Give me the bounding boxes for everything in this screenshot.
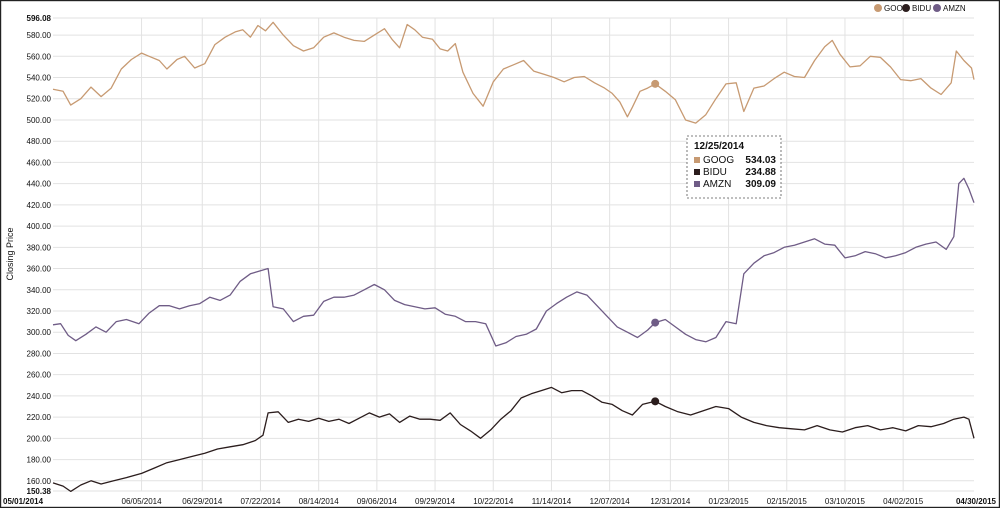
- x-tick-label: 05/01/2014: [3, 497, 44, 506]
- y-tick-label: 200.00: [27, 434, 52, 443]
- y-tick-label: 380.00: [27, 243, 52, 252]
- tooltip-series-name: BIDU: [703, 167, 727, 178]
- tooltip-date: 12/25/2014: [694, 141, 744, 152]
- y-tick-label: 340.00: [27, 286, 52, 295]
- y-tick-label: 160.00: [27, 477, 52, 486]
- y-tick-label: 150.38: [27, 487, 52, 496]
- y-tick-label: 580.00: [27, 31, 52, 40]
- y-tick-label: 320.00: [27, 307, 52, 316]
- tooltip-series-name: GOOG: [703, 155, 734, 166]
- series-layer: [52, 21, 975, 493]
- x-tick-label: 04/02/2015: [883, 497, 924, 506]
- x-tick-label: 03/10/2015: [825, 497, 866, 506]
- x-tick-label: 06/29/2014: [182, 497, 223, 506]
- hover-tooltip: 12/25/2014 GOOG 534.03 BIDU 234.88 AMZN 309.09: [686, 135, 782, 199]
- legend-swatch-goog[interactable]: [874, 4, 882, 12]
- tooltip-series-value: 309.09: [745, 179, 776, 190]
- x-tick-label: 01/23/2015: [709, 497, 750, 506]
- x-tick-label: 08/14/2014: [299, 497, 340, 506]
- series-line-bidu: [52, 386, 975, 493]
- y-axis: 596.08 580.00 560.00 540.00 520.00 500.00 480.…: [27, 14, 52, 496]
- x-tick-label: 07/22/2014: [240, 497, 281, 506]
- x-tick-label: 12/07/2014: [590, 497, 631, 506]
- legend-label-bidu[interactable]: BIDU: [912, 4, 931, 13]
- y-tick-label: 596.08: [27, 14, 52, 23]
- y-tick-label: 260.00: [27, 371, 52, 380]
- hover-marker-goog: [651, 79, 660, 88]
- tooltip-swatch: [694, 169, 700, 175]
- y-tick-label: 240.00: [27, 392, 52, 401]
- y-tick-label: 300.00: [27, 328, 52, 337]
- grid-layer: [53, 17, 974, 492]
- x-tick-label: 09/06/2014: [357, 497, 398, 506]
- y-tick-label: 540.00: [27, 74, 52, 83]
- y-tick-label: 560.00: [27, 52, 52, 61]
- y-tick-label: 220.00: [27, 413, 52, 422]
- legend-label-amzn[interactable]: AMZN: [943, 4, 966, 13]
- legend-swatch-amzn[interactable]: [933, 4, 941, 12]
- tooltip-swatch: [694, 157, 700, 163]
- hover-marker-amzn: [651, 318, 660, 327]
- tooltip-swatch: [694, 181, 700, 187]
- y-tick-label: 360.00: [27, 265, 52, 274]
- y-tick-label: 420.00: [27, 201, 52, 210]
- y-tick-label: 180.00: [27, 456, 52, 465]
- y-tick-label: 520.00: [27, 95, 52, 104]
- x-tick-label: 02/15/2015: [767, 497, 808, 506]
- y-tick-label: 280.00: [27, 349, 52, 358]
- x-tick-label: 12/31/2014: [650, 497, 691, 506]
- y-tick-label: 460.00: [27, 158, 52, 167]
- y-tick-label: 480.00: [27, 137, 52, 146]
- y-tick-label: 400.00: [27, 222, 52, 231]
- tooltip-series-value: 534.03: [745, 155, 776, 166]
- x-axis: 05/01/2014 06/05/2014 06/29/2014 07/22/2014…: [3, 497, 997, 506]
- tooltip-series-name: AMZN: [703, 179, 731, 190]
- y-axis-label: Closing Price: [5, 227, 15, 280]
- tooltip-series-value: 234.88: [745, 167, 776, 178]
- x-tick-label: 09/29/2014: [415, 497, 456, 506]
- y-tick-label: 440.00: [27, 180, 52, 189]
- legend-swatch-bidu[interactable]: [902, 4, 910, 12]
- x-tick-label: 04/30/2015: [956, 497, 997, 506]
- series-line-amzn: [52, 177, 975, 347]
- y-tick-label: 500.00: [27, 116, 52, 125]
- series-line-goog: [52, 21, 975, 124]
- x-tick-label: 06/05/2014: [122, 497, 163, 506]
- hover-marker-bidu: [651, 397, 660, 406]
- x-tick-label: 11/14/2014: [532, 497, 572, 506]
- x-tick-label: 10/22/2014: [473, 497, 514, 506]
- legend[interactable]: GOOG BIDU AMZN: [874, 4, 966, 13]
- legend-label-goog[interactable]: GOOG: [884, 4, 909, 13]
- tooltip-box: [686, 135, 782, 199]
